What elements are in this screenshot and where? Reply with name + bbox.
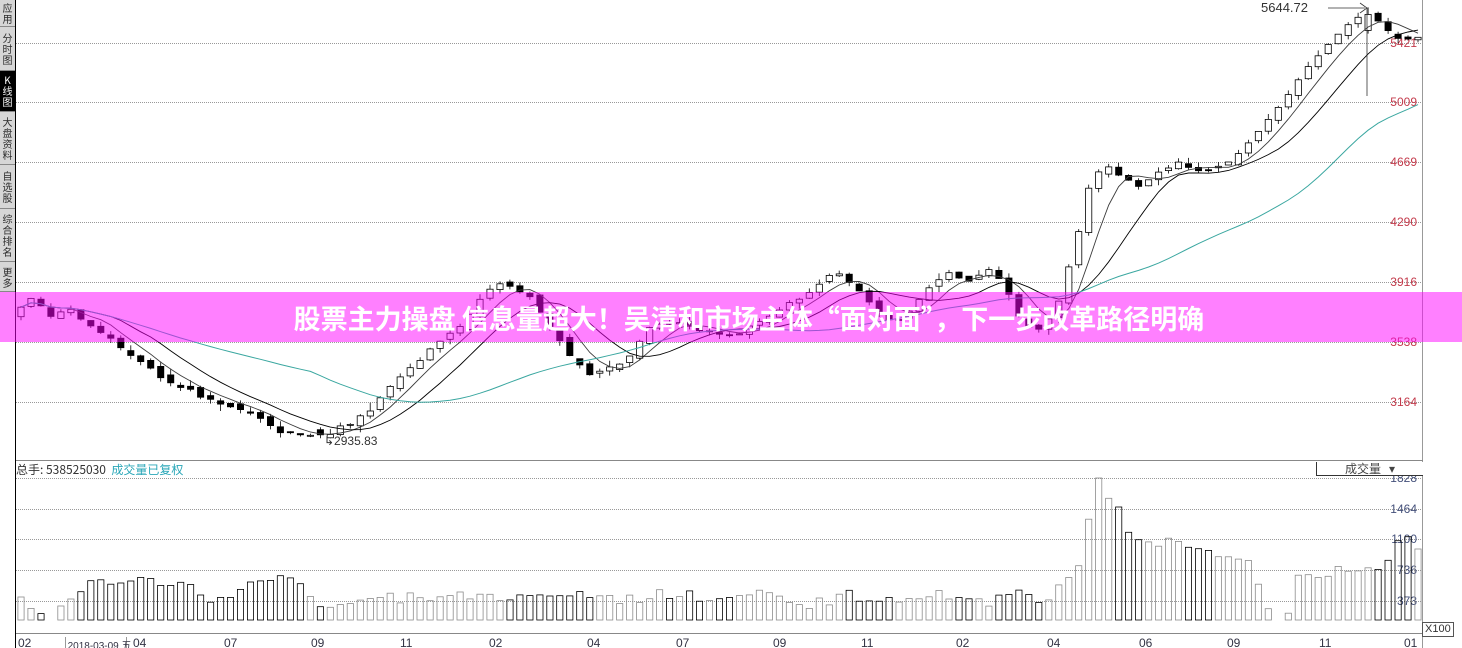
svg-text:5644.72: 5644.72 <box>1261 0 1308 15</box>
